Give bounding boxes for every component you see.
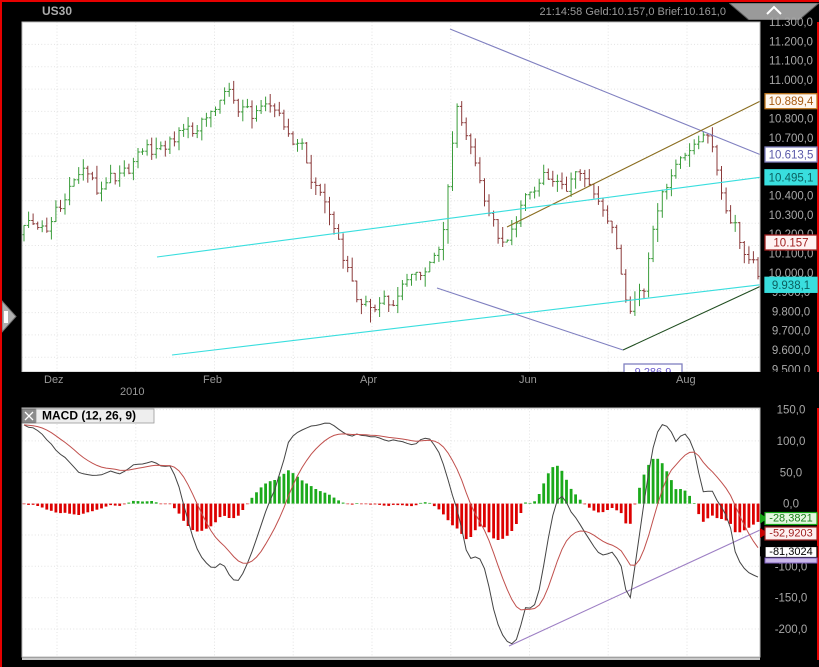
svg-text:100,0: 100,0 <box>777 436 806 448</box>
svg-text:0,0: 0,0 <box>783 499 799 511</box>
svg-text:-150,0: -150,0 <box>775 593 808 605</box>
svg-text:MACD (12, 26, 9): MACD (12, 26, 9) <box>42 409 136 423</box>
svg-text:-52,9203: -52,9203 <box>769 528 812 540</box>
svg-text:-200,0: -200,0 <box>775 624 808 636</box>
svg-text:50,0: 50,0 <box>780 467 802 479</box>
svg-text:-28,3821: -28,3821 <box>769 513 812 525</box>
svg-text:150,0: 150,0 <box>777 405 806 417</box>
svg-text:-81,3024: -81,3024 <box>769 546 812 558</box>
